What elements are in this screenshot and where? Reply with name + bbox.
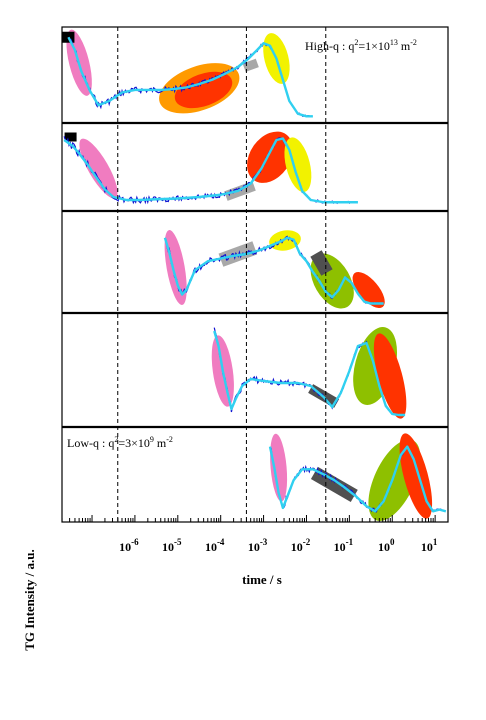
highlight-ellipse (164, 230, 187, 305)
panel-annotation: Low-q : q2=3×109 m-2 (67, 435, 173, 450)
highlight-ellipse (284, 137, 312, 193)
fit-curve-panel-3 (163, 236, 384, 305)
x-tick-label: 10-6 (119, 537, 139, 554)
highlight-block (310, 250, 333, 276)
fit-curve-panel-5 (268, 445, 447, 513)
x-tick-label: 101 (421, 537, 438, 554)
plot-border (61, 26, 449, 523)
highlight-ellipse (79, 138, 118, 199)
fit-curve-panel-1 (67, 36, 313, 118)
highlight-ellipse (174, 71, 233, 109)
chart-figure: 10-6 10-5 10-4 10-3 10-2 10-1 100 101 High-q : … (61, 26, 449, 554)
highlight-block (242, 58, 259, 72)
highlight-ellipse (399, 433, 433, 519)
curves (63, 36, 447, 513)
x-axis-ticks (61, 515, 436, 522)
x-tick-label: 10-5 (162, 537, 182, 554)
y-axis-label: TG Intensity / a.u. (22, 549, 37, 651)
panel-frames (61, 26, 449, 523)
panel-annotations: High-q : q2=1×1013 m-2 Low-q : q2=3×109 m… (67, 38, 417, 450)
fit-curve-panel-4 (213, 330, 406, 417)
x-tick-label: 10-3 (248, 537, 268, 554)
x-tick-label: 10-4 (205, 537, 225, 554)
highlight-ellipses (62, 29, 433, 521)
fit-curve-panel-2 (63, 137, 358, 204)
highlight-ellipse (270, 433, 288, 502)
highlight-ellipse (247, 131, 293, 183)
x-axis-tick-labels: 10-6 10-5 10-4 10-3 10-2 10-1 100 101 (119, 537, 438, 554)
x-tick-label: 100 (378, 537, 395, 554)
panel-annotation: High-q : q2=1×1013 m-2 (305, 38, 417, 53)
dashed-reference-lines (117, 27, 327, 522)
highlight-ellipse (269, 230, 301, 251)
x-tick-label: 10-1 (334, 537, 354, 554)
highlight-ellipse (352, 271, 385, 309)
highlight-block (64, 132, 77, 142)
highlight-ellipse (373, 333, 407, 419)
x-axis-label: time / s (242, 572, 282, 587)
x-tick-label: 10-2 (291, 537, 311, 554)
